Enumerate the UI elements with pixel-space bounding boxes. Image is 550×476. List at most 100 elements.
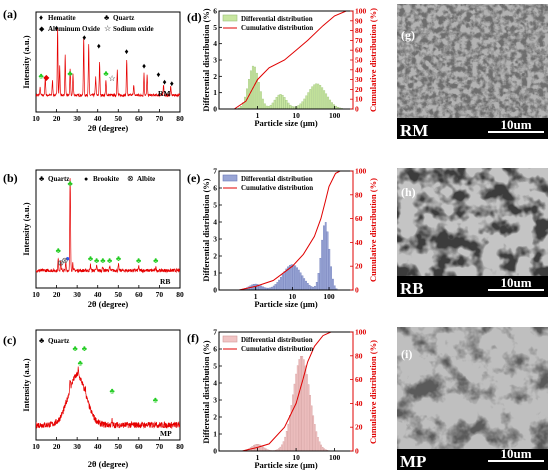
legend-d-diff-label: Differential distribution [241,15,313,23]
differential-bar [292,264,295,291]
differential-bar [299,272,302,291]
differential-bar [259,444,261,452]
legend-b-quartz-icon: ♣ [39,174,45,183]
right-tick-label: 40 [355,399,363,408]
x-tick-label: 80 [176,290,184,299]
legend-f-diff-swatch [222,335,238,343]
legend-aluminum-oxide-icon: ◆ [39,25,45,33]
peak-marker: ● [65,254,70,263]
peak-marker: ♣ [68,179,74,188]
xrd-pattern-line [36,178,180,274]
differential-bar [301,101,304,110]
differential-bar [311,86,314,110]
differential-bar [289,104,292,110]
psd-panel-d: (d) Differential distribution (%) Cumula… [187,7,378,129]
xrd-c-plot [36,366,180,430]
sem-h-label-bar [397,276,548,297]
differential-bar [313,84,316,110]
x-tick-label: 40 [94,290,102,299]
differential-bar [297,269,300,291]
differential-bar [275,97,278,110]
differential-bar [317,273,320,291]
differential-bar [324,222,327,291]
legend-aluminum-oxide-label: Aluminum Oxide [48,25,100,33]
x-tick-label: 1 [254,292,258,301]
peak-marker: ♦ [55,23,59,32]
differential-bar [295,373,297,452]
right-tick-label: 100 [355,328,367,337]
legend-b-quartz-label: Quartz [48,175,69,183]
right-tick-label: 40 [355,238,363,247]
peak-marker: ♦ [163,77,167,86]
x-tick-label: 10 [32,442,40,451]
x-tick-label: 10 [289,292,297,301]
differential-bar [309,395,311,452]
x-tick-label: 10 [292,453,300,462]
differential-bar [279,94,282,110]
sem-panel-g: (g) RM 10um [397,4,548,140]
right-tick-label: 100 [355,7,367,16]
legend-brookite-icon: ● [84,175,88,183]
panel-letter-b: (b) [3,171,18,185]
peak-marker: ♣ [100,256,106,265]
x-tick-label: 70 [156,114,164,123]
psd-f-ylabel-left: Differential distribution (%) [201,340,211,443]
differential-bar [304,365,307,452]
legend-brookite-label: Brookite [93,175,119,183]
differential-bar [325,93,328,110]
xrd-a-frame [35,11,181,113]
differential-bar [285,268,288,291]
differential-bar [274,284,277,291]
differential-bar [259,91,262,110]
peak-marker: ♣ [103,69,109,78]
legend-c-quartz-icon: ♣ [39,336,45,345]
xrd-c-ylabel: Intensity (a.u.) [21,358,31,411]
left-tick-label: 2 [213,72,217,81]
differential-bar [281,274,284,291]
differential-bar [312,415,315,452]
differential-bar [279,446,282,452]
differential-bar [282,441,285,452]
psd-f-legend: Differential distribution Cumulative dis… [222,335,313,353]
differential-bar [306,283,309,291]
legend-quartz-label: Quartz [113,14,134,22]
legend-f-cum-label: Cumulative distribution [241,345,313,353]
right-tick-label: 60 [355,375,363,384]
sem-panel-i: (i) MP 10um [397,327,548,471]
differential-bar [315,83,318,110]
right-tick-label: 10 [355,95,363,104]
peak-marker: ⊗ [61,256,68,265]
x-tick-label: 60 [135,290,143,299]
left-tick-label: 5 [213,23,217,32]
differential-bar [331,102,333,110]
xrd-b-plot [36,178,180,274]
left-tick-label: 7 [213,328,217,337]
x-tick-label: 60 [135,114,143,123]
x-tick-label: 60 [135,442,143,451]
legend-d-diff-swatch [222,14,238,22]
differential-bar [301,356,304,452]
x-tick-label: 40 [94,442,102,451]
sem-h-scale-label: 10um [500,275,531,290]
differential-bar [278,279,280,291]
differential-bar [277,94,280,110]
x-tick-label: 50 [115,114,123,123]
peak-marker: ♦ [97,41,101,50]
differential-bar [273,99,276,110]
differential-bar [255,72,258,110]
x-tick-label: 10 [32,290,40,299]
xrd-b-markers: ♣♣♣ ♣ ♣ ♣ ♣ ♣ ♣●⊗⊗ [56,179,160,268]
sem-i-label-bar [397,449,548,470]
left-tick-label: 0 [213,105,217,114]
differential-bar [293,383,296,452]
x-tick-label: 1 [256,453,260,462]
xrd-c-xticks: 10 20 30 40 50 60 70 80 [32,437,184,451]
peak-marker: ♣ [153,256,159,265]
right-tick-label: 100 [355,167,367,176]
x-tick-label: 30 [73,290,81,299]
sem-i-texture [397,327,548,470]
left-tick-label: 0 [213,447,217,456]
differential-bar [285,431,288,452]
legend-e-diff-label: Differential distribution [241,175,313,183]
differential-bar [307,384,310,452]
